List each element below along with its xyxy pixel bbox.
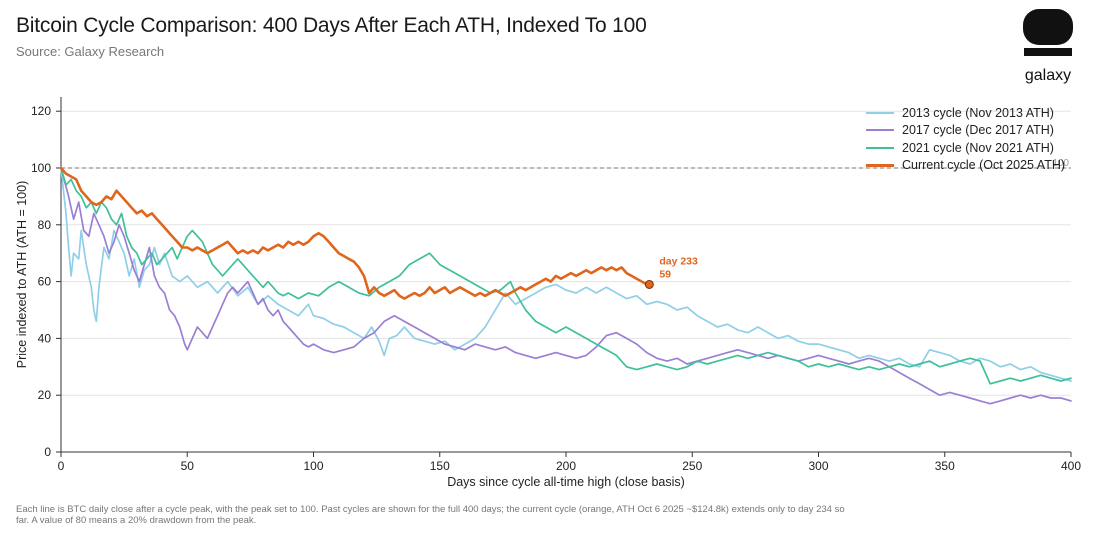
chart-subtitle: Source: Galaxy Research bbox=[16, 44, 165, 59]
series-current-line bbox=[59, 166, 651, 300]
axes: 0 20 40 60 80 100 120 0 50 100 150 200 250 300 350 400 D… bbox=[15, 97, 1081, 489]
galaxy-logo: galaxy bbox=[1020, 6, 1076, 85]
x-tick-label: 200 bbox=[556, 459, 576, 473]
footnote: Each line is BTC daily close after a cyc… bbox=[16, 504, 845, 526]
legend: 2013 cycle (Nov 2013 ATH) 2017 cycle (Dec… bbox=[866, 104, 1065, 174]
legend-item: 2021 cycle (Nov 2021 ATH) bbox=[866, 139, 1065, 157]
reference-line-label: 100 bbox=[1052, 158, 1069, 169]
x-tick-label: 350 bbox=[935, 459, 955, 473]
legend-swatch bbox=[866, 146, 894, 149]
annotation-day-label: day 233 bbox=[659, 255, 698, 267]
y-tick-label: 20 bbox=[38, 388, 52, 402]
y-axis-label: Price indexed to ATH (ATH = 100) bbox=[15, 181, 29, 368]
y-tick-label: 0 bbox=[44, 445, 51, 459]
legend-swatch bbox=[866, 163, 894, 167]
x-tick-label: 300 bbox=[808, 459, 828, 473]
legend-label: 2017 cycle (Dec 2017 ATH) bbox=[902, 123, 1054, 138]
series-2013-line bbox=[60, 167, 1072, 382]
legend-label: 2013 cycle (Nov 2013 ATH) bbox=[902, 105, 1054, 120]
series-group bbox=[59, 166, 1072, 405]
y-tick-label: 120 bbox=[31, 104, 51, 118]
brand-name: galaxy bbox=[1024, 67, 1072, 84]
grid: 100 bbox=[61, 110, 1071, 396]
x-tick-label: 250 bbox=[682, 459, 702, 473]
legend-swatch bbox=[866, 129, 894, 132]
legend-item: Current cycle (Oct 2025 ATH) bbox=[866, 157, 1065, 175]
current-cycle-endpoint-marker bbox=[644, 279, 654, 289]
chart-title: Bitcoin Cycle Comparison: 400 Days After… bbox=[16, 14, 647, 37]
legend-label: 2021 cycle (Nov 2021 ATH) bbox=[902, 140, 1054, 155]
x-tick-label: 0 bbox=[58, 459, 65, 473]
x-tick-label: 400 bbox=[1061, 459, 1081, 473]
series-2021-line bbox=[60, 167, 1072, 385]
legend-item: 2013 cycle (Nov 2013 ATH) bbox=[866, 104, 1065, 122]
y-tick-label: 80 bbox=[38, 218, 52, 232]
legend-item: 2017 cycle (Dec 2017 ATH) bbox=[866, 122, 1065, 140]
annotation-value-label: 59 bbox=[659, 268, 671, 280]
legend-swatch bbox=[866, 111, 894, 114]
x-axis-label: Days since cycle all-time high (close ba… bbox=[447, 475, 685, 489]
y-tick-label: 40 bbox=[38, 331, 52, 345]
y-tick-label: 100 bbox=[31, 161, 51, 175]
x-tick-label: 50 bbox=[181, 459, 195, 473]
x-tick-label: 100 bbox=[303, 459, 323, 473]
galaxy-logo-icon bbox=[1023, 9, 1073, 56]
legend-label: Current cycle (Oct 2025 ATH) bbox=[902, 158, 1066, 173]
x-tick-label: 150 bbox=[430, 459, 450, 473]
y-tick-label: 60 bbox=[38, 275, 52, 289]
series-2017-line bbox=[60, 167, 1072, 405]
